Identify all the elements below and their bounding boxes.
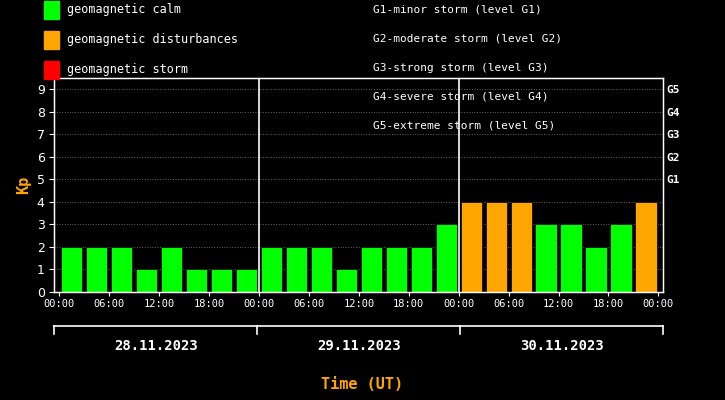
Text: 28.11.2023: 28.11.2023 (114, 339, 198, 353)
Bar (486, 202, 507, 292)
Text: 30.11.2023: 30.11.2023 (520, 339, 604, 353)
Text: G4-severe storm (level G4): G4-severe storm (level G4) (373, 91, 549, 101)
Bar (161, 247, 182, 292)
Text: G5-extreme storm (level G5): G5-extreme storm (level G5) (373, 120, 555, 130)
Bar (136, 270, 157, 292)
Bar (460, 202, 482, 292)
Bar (560, 224, 581, 292)
Bar (386, 247, 407, 292)
Bar (186, 270, 207, 292)
Bar (211, 270, 232, 292)
Y-axis label: Kp: Kp (16, 176, 31, 194)
Bar (510, 202, 531, 292)
Text: geomagnetic disturbances: geomagnetic disturbances (67, 34, 238, 46)
Bar (336, 270, 357, 292)
Bar (610, 224, 631, 292)
Text: geomagnetic calm: geomagnetic calm (67, 4, 181, 16)
Text: geomagnetic storm: geomagnetic storm (67, 64, 188, 76)
Bar (536, 224, 557, 292)
Bar (585, 247, 607, 292)
Bar (410, 247, 432, 292)
Bar (286, 247, 307, 292)
Text: G3-strong storm (level G3): G3-strong storm (level G3) (373, 63, 549, 73)
Bar (61, 247, 83, 292)
Bar (436, 224, 457, 292)
Bar (111, 247, 133, 292)
Text: Time (UT): Time (UT) (321, 377, 404, 392)
Text: G2-moderate storm (level G2): G2-moderate storm (level G2) (373, 34, 563, 44)
Bar (261, 247, 282, 292)
Bar (311, 247, 332, 292)
Text: 29.11.2023: 29.11.2023 (317, 339, 401, 353)
Text: G1-minor storm (level G1): G1-minor storm (level G1) (373, 5, 542, 15)
Bar (236, 270, 257, 292)
Bar (635, 202, 657, 292)
Bar (86, 247, 107, 292)
Bar (361, 247, 382, 292)
